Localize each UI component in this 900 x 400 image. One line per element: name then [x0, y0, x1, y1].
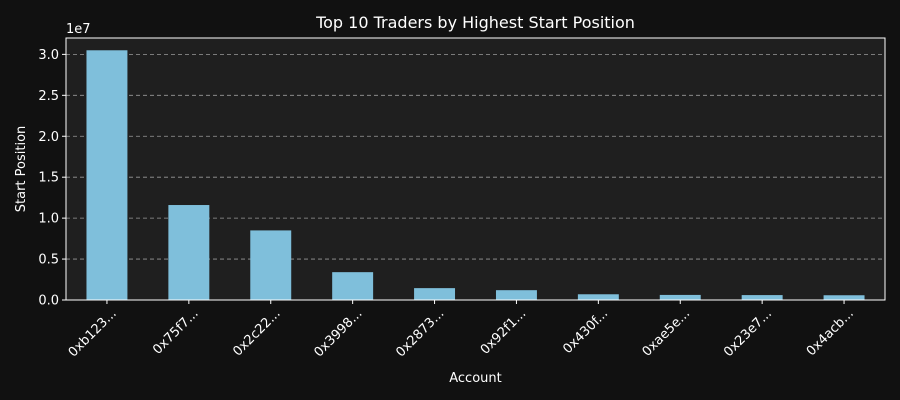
bar — [741, 295, 783, 300]
bars — [86, 50, 865, 300]
chart-title: Top 10 Traders by Highest Start Position — [315, 13, 635, 32]
y-axis-label: Start Position — [14, 126, 29, 213]
bar — [823, 295, 865, 300]
bar — [577, 294, 619, 300]
bar — [659, 294, 701, 300]
bar — [414, 288, 456, 300]
y-tick-label: 1.0 — [38, 212, 59, 227]
y-tick-label: 0.5 — [38, 253, 59, 268]
y-tick-label: 2.5 — [38, 89, 59, 104]
y-tick-label: 3.0 — [38, 48, 59, 63]
x-axis-label: Account — [449, 371, 502, 386]
y-tick-label: 0.0 — [38, 294, 59, 309]
bar — [168, 205, 210, 300]
plot-frame — [65, 37, 886, 301]
y-tick-label: 2.0 — [38, 130, 59, 145]
bar — [332, 272, 374, 300]
y-axis-ticks: 0.0 0.5 1.0 1.5 2.0 2.5 3.0 — [38, 48, 66, 309]
y-tick-label: 1.5 — [38, 171, 59, 186]
bar — [86, 50, 128, 300]
bar — [495, 290, 537, 300]
y-offset-label: 1e7 — [66, 22, 91, 37]
bar — [250, 230, 292, 300]
